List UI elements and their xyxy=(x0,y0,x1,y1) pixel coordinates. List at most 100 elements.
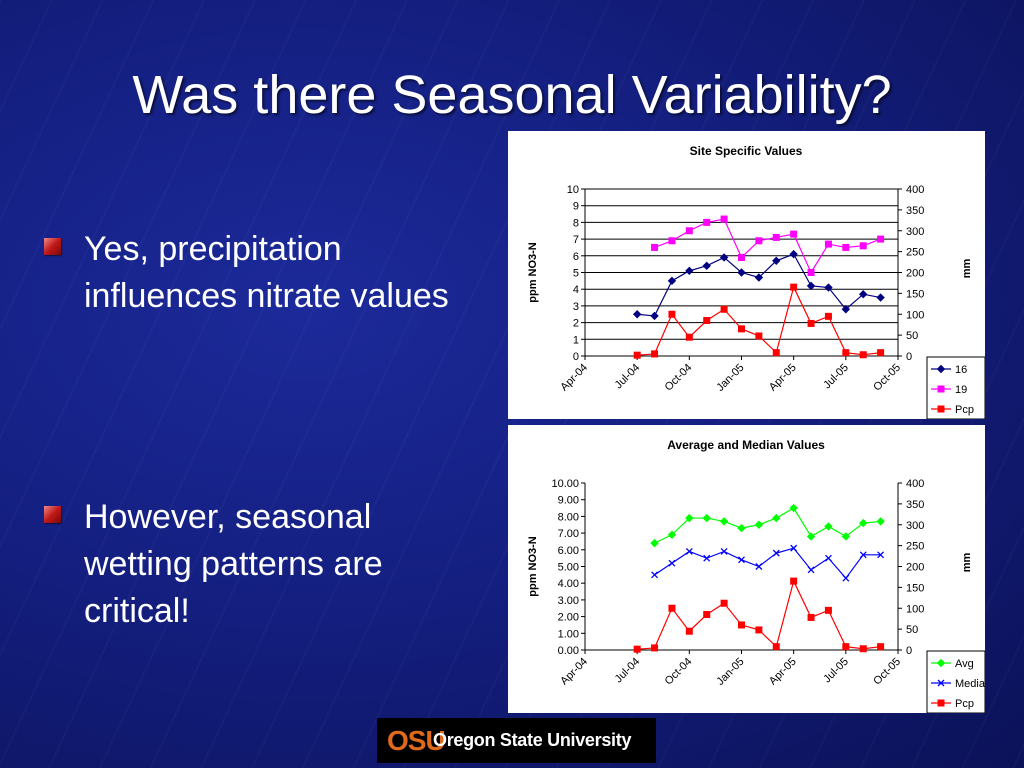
data-point-pcp xyxy=(633,645,641,653)
data-point-19 xyxy=(651,243,659,251)
data-point-median xyxy=(703,554,711,562)
data-point-avg xyxy=(772,513,781,523)
data-point-pcp xyxy=(720,599,728,607)
x-tick-label: Apr-05 xyxy=(767,656,799,688)
y2-tick-label: 250 xyxy=(906,247,924,259)
average-median-chart: Average and Median Values 0.00 1.00 2.00 3.0… xyxy=(527,438,985,713)
y-tick-label: 8 xyxy=(573,217,579,229)
osu-logo-mark: OSU xyxy=(387,725,446,756)
data-point-19 xyxy=(790,230,798,238)
y2-tick-label: 0 xyxy=(906,645,912,657)
data-point-pcp xyxy=(772,349,780,357)
y2-tick-label: 350 xyxy=(906,499,924,511)
data-point-avg xyxy=(789,503,798,513)
osu-logo-name: Oregon State University xyxy=(433,730,632,750)
data-point-19 xyxy=(877,235,885,243)
y-tick-label: 9.00 xyxy=(558,495,579,507)
y-tick-label: 1 xyxy=(573,334,579,346)
x-tick-label: Apr-04 xyxy=(558,362,590,394)
data-point-16 xyxy=(789,249,798,259)
data-point-pcp xyxy=(755,332,763,340)
y-tick-label: 7.00 xyxy=(558,528,579,540)
data-point-avg xyxy=(754,520,764,529)
y-tick-label: 6 xyxy=(573,251,579,263)
y2-tick-label: 400 xyxy=(906,184,924,196)
data-point-pcp xyxy=(633,351,641,359)
data-point-19 xyxy=(772,233,780,241)
data-point-pcp xyxy=(842,349,850,357)
data-point-median xyxy=(877,551,885,559)
data-point-16 xyxy=(824,283,833,292)
data-point-pcp xyxy=(668,310,676,318)
y-tick-label: 4 xyxy=(573,284,579,296)
data-point-19 xyxy=(755,237,763,245)
data-point-avg xyxy=(841,532,851,541)
legend-label: Avg xyxy=(955,658,974,670)
data-point-pcp xyxy=(651,350,659,358)
data-point-pcp xyxy=(859,351,867,359)
y2-axis-label: mm xyxy=(961,553,973,573)
data-point-pcp xyxy=(668,604,676,612)
data-point-16 xyxy=(859,290,868,299)
y2-tick-label: 400 xyxy=(906,478,924,490)
data-point-19 xyxy=(668,237,676,245)
y2-tick-label: 150 xyxy=(906,582,924,594)
y2-tick-label: 50 xyxy=(906,330,918,342)
data-point-pcp xyxy=(738,621,745,629)
data-point-19 xyxy=(859,242,867,250)
osu-logo: OSU Oregon State University xyxy=(377,718,656,763)
data-point-pcp xyxy=(703,611,711,619)
site-specific-chart: Site Specific Values01234567891005010015… xyxy=(527,144,985,419)
data-point-pcp xyxy=(807,613,815,621)
y-tick-label: 9 xyxy=(573,201,579,213)
series-line-16 xyxy=(637,253,881,317)
data-point-median xyxy=(859,551,867,559)
legend-swatch-marker xyxy=(937,405,945,413)
y2-tick-label: 100 xyxy=(906,309,924,321)
chart-title: Site Specific Values xyxy=(690,144,803,158)
data-point-avg xyxy=(737,523,746,533)
data-point-19 xyxy=(842,243,850,251)
average-median-chart-panel: Average and Median Values 0.00 1.00 2.00 3.0… xyxy=(508,425,985,713)
data-point-16 xyxy=(702,261,711,271)
data-point-median xyxy=(651,571,659,579)
data-point-median xyxy=(790,544,798,552)
data-point-19 xyxy=(685,227,693,235)
y-tick-label: 10.00 xyxy=(551,478,579,490)
data-point-median xyxy=(685,548,693,555)
data-point-19 xyxy=(738,253,745,261)
x-tick-label: Jan-05 xyxy=(714,656,746,688)
data-point-16 xyxy=(806,281,816,291)
y2-tick-label: 250 xyxy=(906,541,924,553)
data-point-pcp xyxy=(842,643,850,651)
data-point-16 xyxy=(737,268,746,277)
data-point-pcp xyxy=(790,577,798,585)
y2-tick-label: 350 xyxy=(906,205,924,217)
x-tick-label: Jul-05 xyxy=(821,656,851,686)
data-point-median xyxy=(842,574,850,582)
legend-label: 19 xyxy=(955,384,967,396)
data-point-median xyxy=(720,548,728,555)
square-bullet-icon xyxy=(44,506,61,523)
y-tick-label: 7 xyxy=(573,234,579,246)
site-specific-chart-panel: Site Specific Values 0 1 2 3 4 5 6 7 8 9 10 0 50 100 15… xyxy=(508,131,985,419)
y2-tick-label: 50 xyxy=(906,624,918,636)
data-point-pcp xyxy=(685,333,693,341)
data-point-16 xyxy=(667,276,677,286)
data-point-median xyxy=(772,549,780,557)
x-tick-label: Jul-04 xyxy=(613,656,643,686)
data-point-16 xyxy=(632,310,642,319)
series-line-pcp xyxy=(637,579,881,650)
data-point-16 xyxy=(772,256,781,266)
data-point-pcp xyxy=(738,325,745,333)
y2-tick-label: 0 xyxy=(906,351,912,363)
data-point-pcp xyxy=(755,626,763,634)
legend-label: Median xyxy=(955,678,985,690)
y-tick-label: 5 xyxy=(573,268,579,280)
data-point-19 xyxy=(807,269,815,276)
y2-tick-label: 150 xyxy=(906,288,924,300)
data-point-median xyxy=(755,563,763,570)
legend-label: Pcp xyxy=(955,404,974,416)
data-point-19 xyxy=(703,218,711,226)
x-tick-label: Apr-04 xyxy=(558,656,590,688)
